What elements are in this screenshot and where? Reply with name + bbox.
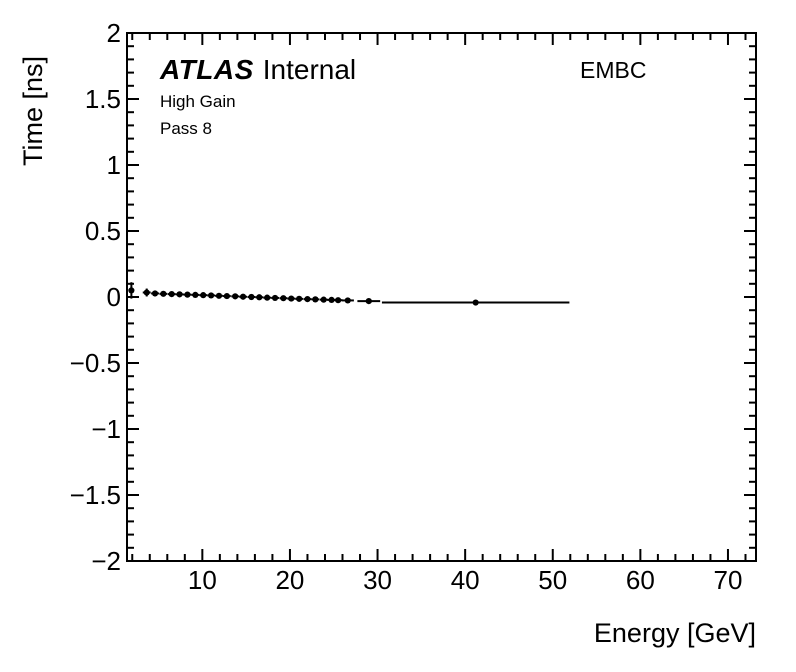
data-point xyxy=(239,293,247,300)
data-point xyxy=(143,289,150,296)
y-tick-label: 1.5 xyxy=(85,84,121,114)
data-point xyxy=(328,296,335,304)
data-point xyxy=(192,291,199,298)
x-tick-label: 30 xyxy=(363,565,392,595)
data-point xyxy=(264,294,271,301)
data-point xyxy=(288,295,295,302)
data-point xyxy=(128,287,135,294)
data-point xyxy=(312,296,319,303)
x-tick-label: 20 xyxy=(275,565,304,595)
data-point xyxy=(160,290,167,297)
data-point xyxy=(280,295,287,302)
data-point xyxy=(256,294,263,301)
data-point xyxy=(248,293,255,301)
y-axis-title: Time [ns] xyxy=(18,55,48,166)
x-tick-label: 70 xyxy=(714,565,743,595)
y-tick-label: 1 xyxy=(107,150,121,180)
x-tick-label: 40 xyxy=(451,565,480,595)
data-point xyxy=(296,295,303,302)
data-point xyxy=(223,292,230,300)
data-point xyxy=(151,290,159,297)
atlas-label: ATLAS Internal xyxy=(160,56,356,84)
x-tick-label: 10 xyxy=(188,565,217,595)
data-point xyxy=(344,297,351,304)
gain-label: High Gain xyxy=(160,92,236,111)
data-point xyxy=(271,294,279,302)
experiment-name: ATLAS xyxy=(160,54,254,85)
data-point xyxy=(320,296,327,303)
data-point xyxy=(215,292,223,299)
x-tick-label: 60 xyxy=(626,565,655,595)
y-tick-label: 2 xyxy=(107,18,121,48)
data-point xyxy=(200,292,207,299)
data-point xyxy=(304,296,311,303)
data-point xyxy=(472,299,479,306)
data-point xyxy=(365,297,372,305)
experiment-status: Internal xyxy=(262,54,357,85)
data-point xyxy=(232,293,239,300)
data-point xyxy=(335,297,342,304)
detector-region-label: EMBC xyxy=(580,57,647,83)
y-tick-label: −0.5 xyxy=(70,348,121,378)
x-axis-title: Energy [GeV] xyxy=(593,618,756,648)
data-point xyxy=(176,291,183,298)
y-tick-label: −1 xyxy=(91,414,121,444)
pass-label: Pass 8 xyxy=(160,119,212,138)
y-tick-label: −1.5 xyxy=(70,480,121,510)
y-tick-label: 0.5 xyxy=(85,216,121,246)
data-point xyxy=(208,292,215,299)
x-tick-label: 50 xyxy=(538,565,567,595)
data-point xyxy=(168,290,175,298)
y-tick-label: −2 xyxy=(91,546,121,576)
data-point xyxy=(184,291,191,298)
y-tick-label: 0 xyxy=(107,282,121,312)
